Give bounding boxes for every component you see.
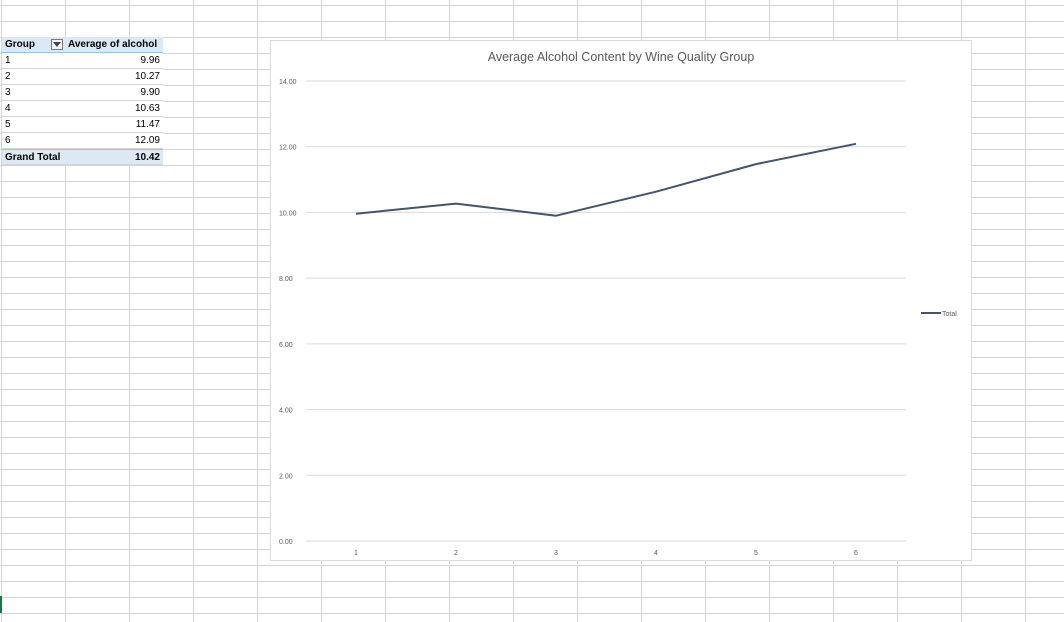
pivot-header-row: Group Average of alcohol xyxy=(2,37,163,53)
pivot-rows: 1 9.96 2 10.27 3 9.90 4 10.63 5 11.47 6 12.09 xyxy=(2,53,163,149)
pivot-row-group: 2 xyxy=(5,71,11,82)
filter-dropdown-button[interactable] xyxy=(51,39,63,50)
y-tick-label: 14.00 xyxy=(279,79,297,86)
pivot-row-value: 10.63 xyxy=(134,103,160,114)
pivot-row[interactable]: 6 12.09 xyxy=(2,133,163,149)
pivot-row[interactable]: 5 11.47 xyxy=(2,117,163,133)
pivot-row-value: 12.09 xyxy=(134,135,160,146)
active-cell-cursor xyxy=(0,596,2,613)
line-chart[interactable]: Average Alcohol Content by Wine Quality … xyxy=(270,40,972,561)
pivot-row-value: 10.27 xyxy=(134,71,160,82)
y-tick-label: 10.00 xyxy=(279,210,297,217)
pivot-row-value: 11.47 xyxy=(135,119,160,130)
pivot-row-group: 1 xyxy=(5,55,11,66)
x-tick-label: 1 xyxy=(354,550,358,557)
x-tick-label: 2 xyxy=(454,550,458,557)
pivot-table[interactable]: Group Average of alcohol 1 9.96 2 10.27 3 9.9… xyxy=(2,37,163,165)
pivot-row[interactable]: 4 10.63 xyxy=(2,101,163,117)
pivot-row-value: 9.90 xyxy=(140,87,160,98)
pivot-row-group: 5 xyxy=(5,119,11,130)
pivot-row-group: 6 xyxy=(5,135,11,146)
pivot-grand-total-row[interactable]: Grand Total 10.42 xyxy=(2,149,163,165)
chart-plot: 0.00 2.00 4.00 6.00 8.00 10.00 12.00 14.00 1 2 3 4 5… xyxy=(279,79,957,557)
x-tick-label: 3 xyxy=(554,550,558,557)
pivot-row-value: 9.96 xyxy=(140,55,160,66)
pivot-row[interactable]: 2 10.27 xyxy=(2,69,163,85)
y-tick-label: 6.00 xyxy=(279,342,293,349)
y-tick-label: 12.00 xyxy=(279,145,297,152)
pivot-value-header[interactable]: Average of alcohol xyxy=(68,39,158,50)
pivot-row[interactable]: 3 9.90 xyxy=(2,85,163,101)
chevron-down-icon xyxy=(53,42,61,47)
x-tick-label: 6 xyxy=(854,550,858,557)
grand-total-label: Grand Total xyxy=(5,152,61,163)
series-line xyxy=(355,142,857,217)
pivot-group-header[interactable]: Group xyxy=(5,39,35,50)
x-tick-label: 4 xyxy=(654,550,658,557)
y-tick-label: 2.00 xyxy=(279,473,293,480)
y-tick-label: 8.00 xyxy=(279,276,293,283)
pivot-row-group: 4 xyxy=(5,103,11,114)
chart-title[interactable]: Average Alcohol Content by Wine Quality … xyxy=(487,50,755,64)
y-tick-label: 0.00 xyxy=(279,539,293,546)
grand-total-value: 10.42 xyxy=(134,152,160,163)
pivot-row[interactable]: 1 9.96 xyxy=(2,53,163,69)
legend-label: Total xyxy=(942,311,957,318)
pivot-row-group: 3 xyxy=(5,87,11,98)
y-tick-label: 4.00 xyxy=(279,408,293,415)
x-tick-label: 5 xyxy=(754,550,758,557)
